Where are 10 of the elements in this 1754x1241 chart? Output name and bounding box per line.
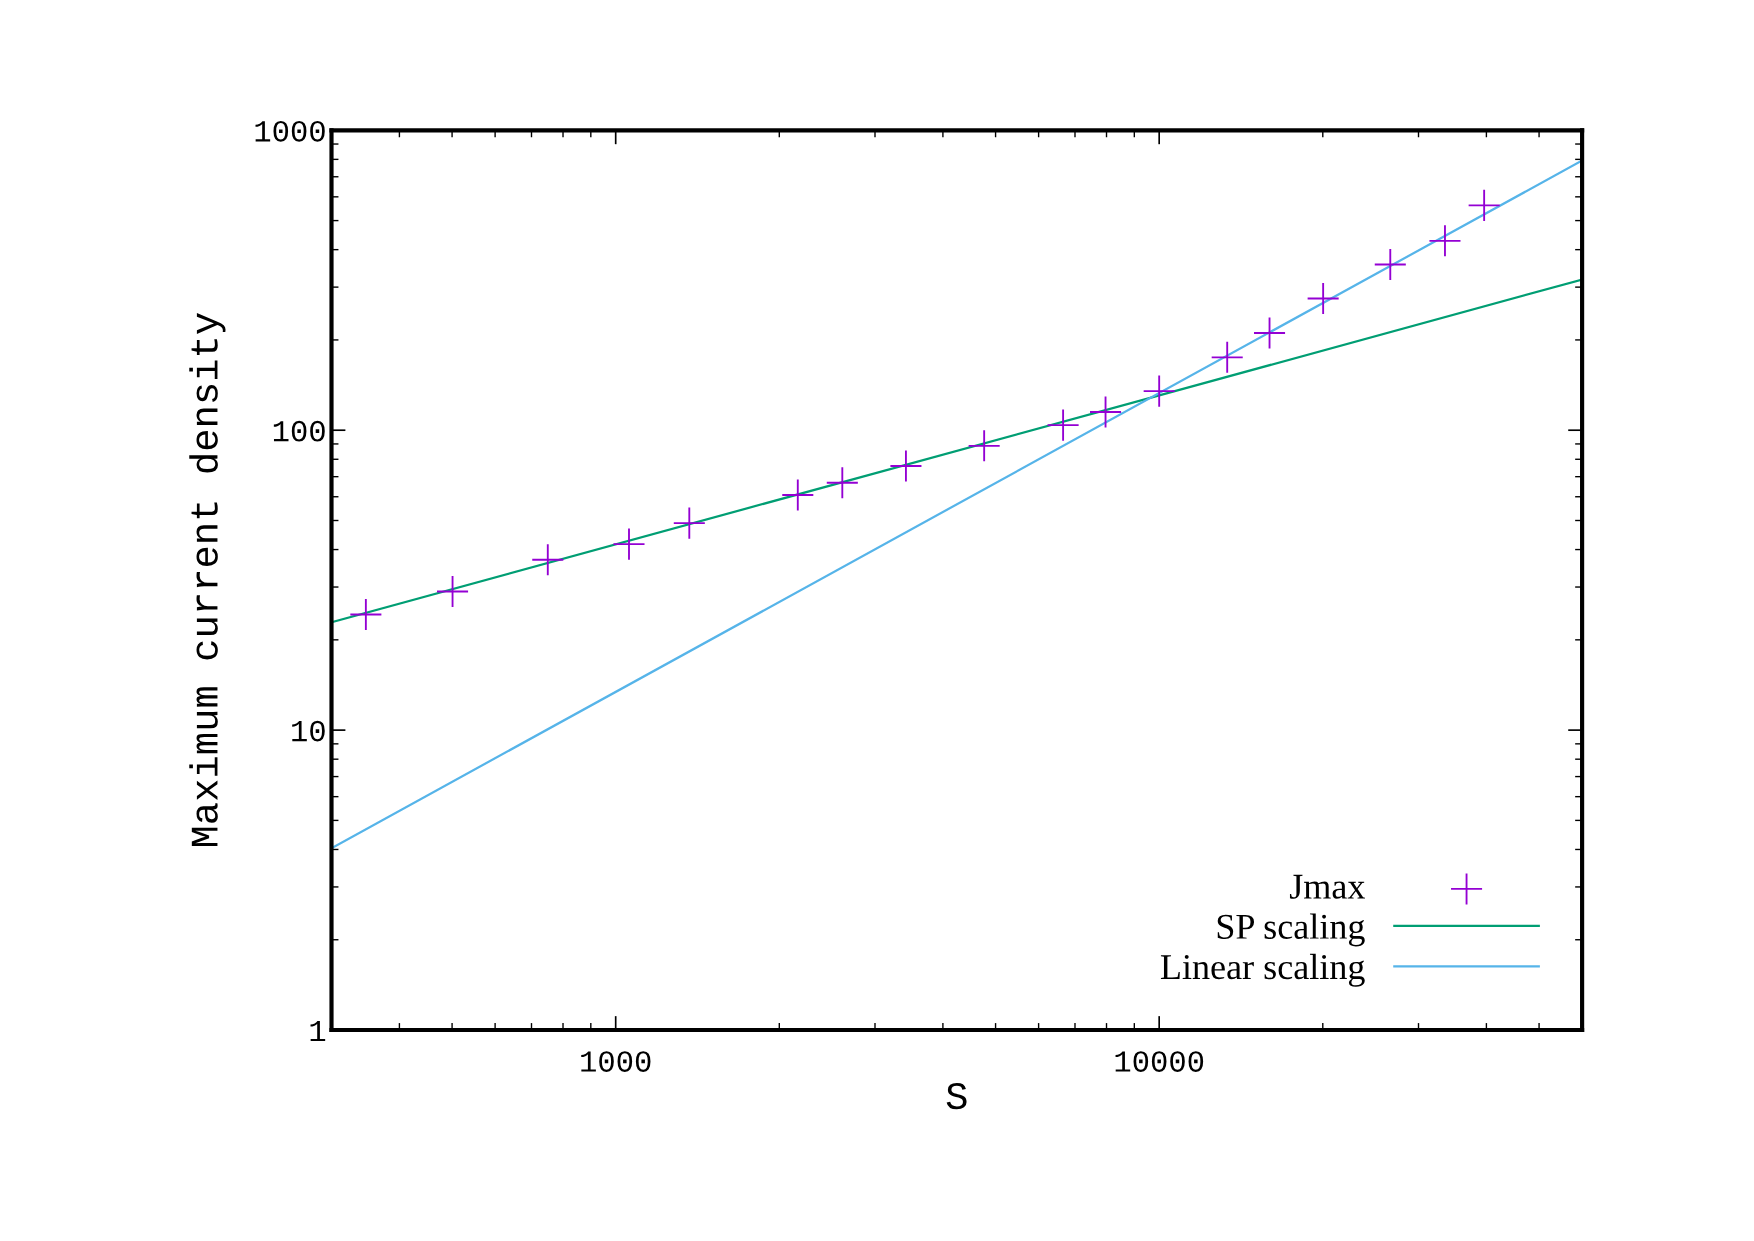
y-tick-label: 10 bbox=[292, 720, 325, 742]
legend-label: Jmax bbox=[1289, 874, 1365, 899]
y-tick-label: 1000 bbox=[255, 120, 325, 142]
x-axis-title: S bbox=[946, 1082, 967, 1110]
legend-label: SP scaling bbox=[1217, 913, 1365, 947]
y-tick-label: 1 bbox=[310, 1020, 326, 1042]
x-tick-label: 10000 bbox=[1115, 1051, 1204, 1072]
y-axis-title: Maximum current density bbox=[189, 313, 226, 847]
y-tick-label: 100 bbox=[273, 420, 325, 442]
legend-label: Linear scaling bbox=[1160, 953, 1365, 987]
